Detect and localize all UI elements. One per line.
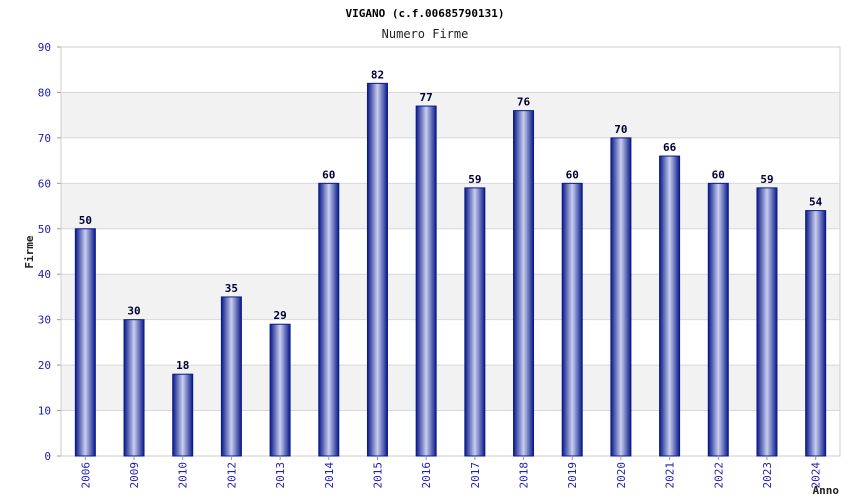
data-label-2018: 76 — [517, 96, 531, 109]
bar-2010 — [172, 373, 194, 457]
x-tick-label-2020: 2020 — [615, 462, 628, 489]
x-tick-label-2012: 2012 — [225, 462, 238, 489]
plot-area: 0 10 20 30 40 50 60 70 80 90 50 2006 30 2009 18 2010 35 2… — [38, 41, 841, 489]
bar-2021 — [659, 155, 681, 457]
bar-2020 — [610, 137, 632, 457]
data-label-2022: 60 — [712, 168, 725, 181]
data-label-2015: 82 — [371, 68, 384, 81]
grid-band — [61, 92, 840, 138]
y-tick-label: 80 — [38, 86, 51, 99]
x-tick-label-2022: 2022 — [712, 462, 725, 489]
data-label-2006: 50 — [79, 214, 92, 227]
x-axis-label: Anno — [813, 484, 840, 497]
y-tick-label: 50 — [38, 223, 51, 236]
data-label-2017: 59 — [468, 173, 481, 186]
x-tick-label-2013: 2013 — [274, 462, 287, 489]
bar-2017 — [464, 187, 486, 457]
x-tick-label-2021: 2021 — [664, 462, 677, 489]
data-label-2014: 60 — [322, 168, 335, 181]
y-tick-label: 20 — [38, 359, 51, 372]
data-label-2024: 54 — [809, 196, 823, 209]
bar-2016 — [415, 105, 437, 457]
data-label-2021: 66 — [663, 141, 677, 154]
bar-2022 — [707, 182, 729, 457]
y-axis-label: Firme — [23, 235, 36, 268]
chart-title: VIGANO (c.f.00685790131) — [346, 7, 505, 20]
y-tick-label: 10 — [38, 405, 51, 418]
y-tick-label: 60 — [38, 177, 51, 190]
data-label-2020: 70 — [614, 123, 627, 136]
bar-2023 — [756, 187, 778, 457]
x-tick-label-2024: 2024 — [810, 462, 823, 489]
x-tick-label-2017: 2017 — [469, 462, 482, 489]
data-label-2012: 35 — [225, 282, 238, 295]
data-label-2019: 60 — [566, 168, 579, 181]
x-tick-label-2016: 2016 — [420, 462, 433, 489]
y-tick-label: 70 — [38, 132, 51, 145]
bar-2012 — [220, 296, 242, 457]
x-tick-label-2009: 2009 — [128, 462, 141, 489]
bar-2018 — [513, 110, 535, 457]
x-tick-label-2015: 2015 — [371, 462, 384, 489]
plot-frame — [60, 46, 841, 457]
bar-2015 — [366, 82, 388, 457]
data-label-2010: 18 — [176, 359, 189, 372]
x-tick-label-2006: 2006 — [79, 462, 92, 489]
x-tick-label-2010: 2010 — [177, 462, 190, 489]
data-label-2009: 30 — [127, 305, 140, 318]
bar-2006 — [74, 228, 96, 457]
x-tick-label-2019: 2019 — [566, 462, 579, 489]
data-label-2016: 77 — [420, 91, 433, 104]
bar-2024 — [805, 210, 827, 457]
y-tick-label: 30 — [38, 314, 51, 327]
bar-2013 — [269, 323, 291, 457]
y-tick-label: 40 — [38, 268, 51, 281]
bar-2009 — [123, 319, 145, 457]
y-tick-label: 0 — [44, 450, 51, 463]
x-tick-label-2018: 2018 — [518, 462, 531, 489]
data-label-2023: 59 — [760, 173, 773, 186]
bar-2014 — [318, 182, 340, 457]
y-tick-label: 90 — [38, 41, 51, 54]
x-tick-label-2014: 2014 — [323, 462, 336, 489]
chart-subtitle: Numero Firme — [382, 27, 469, 41]
bar-2019 — [561, 182, 583, 457]
data-label-2013: 29 — [273, 309, 286, 322]
x-tick-label-2023: 2023 — [761, 462, 774, 489]
